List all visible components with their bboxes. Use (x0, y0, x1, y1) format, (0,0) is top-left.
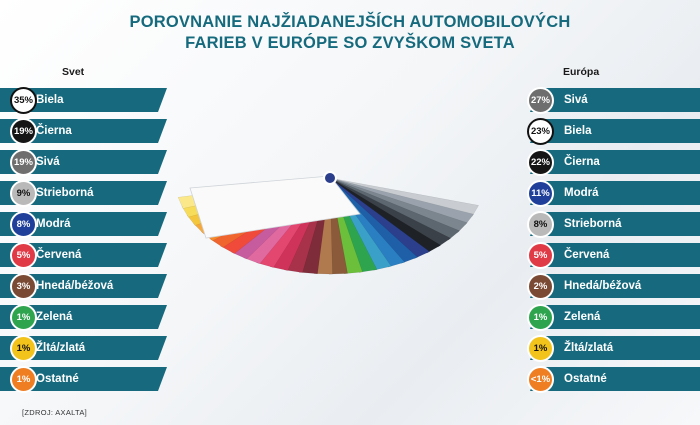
source-note: [ZDROJ: AXALTA] (22, 408, 88, 417)
chart-title: POROVNANIE NAJŽIADANEJŠÍCH AUTOMOBILOVÝC… (0, 12, 700, 54)
europe-bar-5: Strieborná (530, 212, 700, 236)
europe-percent-badge: 22% (527, 148, 554, 176)
europe-bar-2: Biela (530, 119, 700, 143)
europe-bar-4: Modrá (530, 181, 700, 205)
world-category-label: Červená (36, 249, 82, 261)
europe-category-label: Strieborná (564, 218, 622, 230)
world-column-title: Svet (62, 66, 85, 78)
europe-percent-badge: 27% (527, 86, 554, 114)
world-percent-badge: 5% (10, 241, 37, 269)
europe-percent-badge: 1% (527, 303, 554, 331)
fan-white-card (189, 175, 361, 239)
europe-percent-badge: 1% (527, 334, 554, 362)
world-percent-badge: 1% (10, 365, 37, 393)
world-category-label: Čierna (36, 125, 72, 137)
world-percent-badge: 3% (10, 272, 37, 300)
europe-category-label: Biela (564, 125, 592, 137)
fan-pivot (323, 171, 337, 185)
world-category-label: Modrá (36, 218, 71, 230)
world-percent-badge: 9% (10, 179, 37, 207)
world-category-label: Ostatné (36, 373, 79, 385)
europe-category-label: Čierna (564, 156, 600, 168)
europe-bar-7: Hnedá/béžová (530, 274, 700, 298)
world-category-label: Hnedá/béžová (36, 280, 114, 292)
world-percent-badge: 1% (10, 334, 37, 362)
europe-category-label: Zelená (564, 311, 601, 323)
world-category-label: Sivá (36, 156, 60, 168)
world-percent-badge: 1% (10, 303, 37, 331)
europe-category-label: Modrá (564, 187, 599, 199)
world-category-label: Strieborná (36, 187, 94, 199)
europe-bar-3: Čierna (530, 150, 700, 174)
europe-category-label: Sivá (564, 94, 588, 106)
europe-bar-6: Červená (530, 243, 700, 267)
world-category-label: Zelená (36, 311, 73, 323)
europe-percent-badge: 2% (527, 272, 554, 300)
europe-percent-badge: 11% (527, 179, 554, 207)
europe-percent-badge: 8% (527, 210, 554, 238)
europe-bar-10: Ostatné (530, 367, 700, 391)
europe-bar-1: Sivá (530, 88, 700, 112)
europe-percent-badge: 5% (527, 241, 554, 269)
europe-category-label: Červená (564, 249, 610, 261)
europe-category-label: Ostatné (564, 373, 607, 385)
world-percent-badge: 35% (10, 86, 37, 114)
europe-bar-8: Zelená (530, 305, 700, 329)
title-line-1: POROVNANIE NAJŽIADANEJŠÍCH AUTOMOBILOVÝC… (129, 13, 571, 31)
europe-percent-badge: 23% (527, 117, 554, 145)
europe-percent-badge: <1% (527, 365, 554, 393)
world-percent-badge: 19% (10, 148, 37, 176)
europe-column-title: Európa (563, 66, 600, 78)
europe-category-label: Hnedá/béžová (564, 280, 642, 292)
world-percent-badge: 8% (10, 210, 37, 238)
europe-category-label: Žltá/zlatá (564, 342, 614, 354)
europe-bar-9: Žltá/zlatá (530, 336, 700, 360)
world-percent-badge: 19% (10, 117, 37, 145)
world-category-label: Žltá/zlatá (36, 342, 86, 354)
world-category-label: Biela (36, 94, 64, 106)
title-line-2: FARIEB V EURÓPE SO ZVYŠKOM SVETA (185, 34, 515, 52)
